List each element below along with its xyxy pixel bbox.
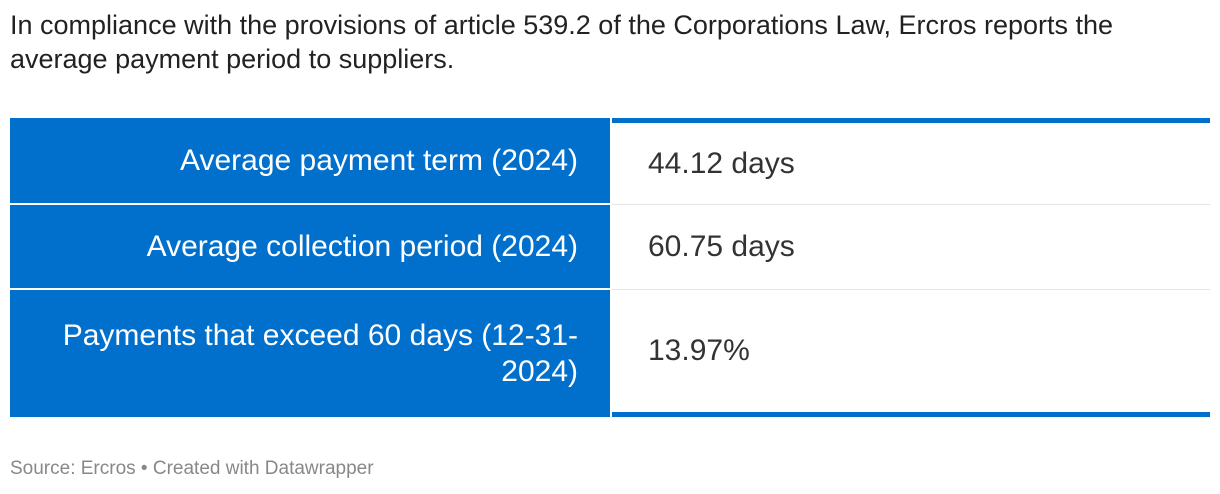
intro-text: In compliance with the provisions of art… <box>10 10 1114 74</box>
row-value: 60.75 days <box>612 205 1210 290</box>
table-row: Payments that exceed 60 days (12-31-2024… <box>10 290 1210 417</box>
table-row: Average collection period (2024) 60.75 d… <box>10 205 1210 290</box>
row-label: Average collection period (2024) <box>10 205 610 290</box>
row-value: 13.97% <box>612 290 1210 417</box>
table: Average payment term (2024) 44.12 days A… <box>10 118 1210 417</box>
table-row: Average payment term (2024) 44.12 days <box>10 118 1210 205</box>
row-label: Payments that exceed 60 days (12-31-2024… <box>10 290 610 417</box>
footer: Source: Ercros • Created with Datawrappe… <box>10 458 374 479</box>
row-value: 44.12 days <box>612 118 1210 205</box>
row-label: Average payment term (2024) <box>10 118 610 205</box>
